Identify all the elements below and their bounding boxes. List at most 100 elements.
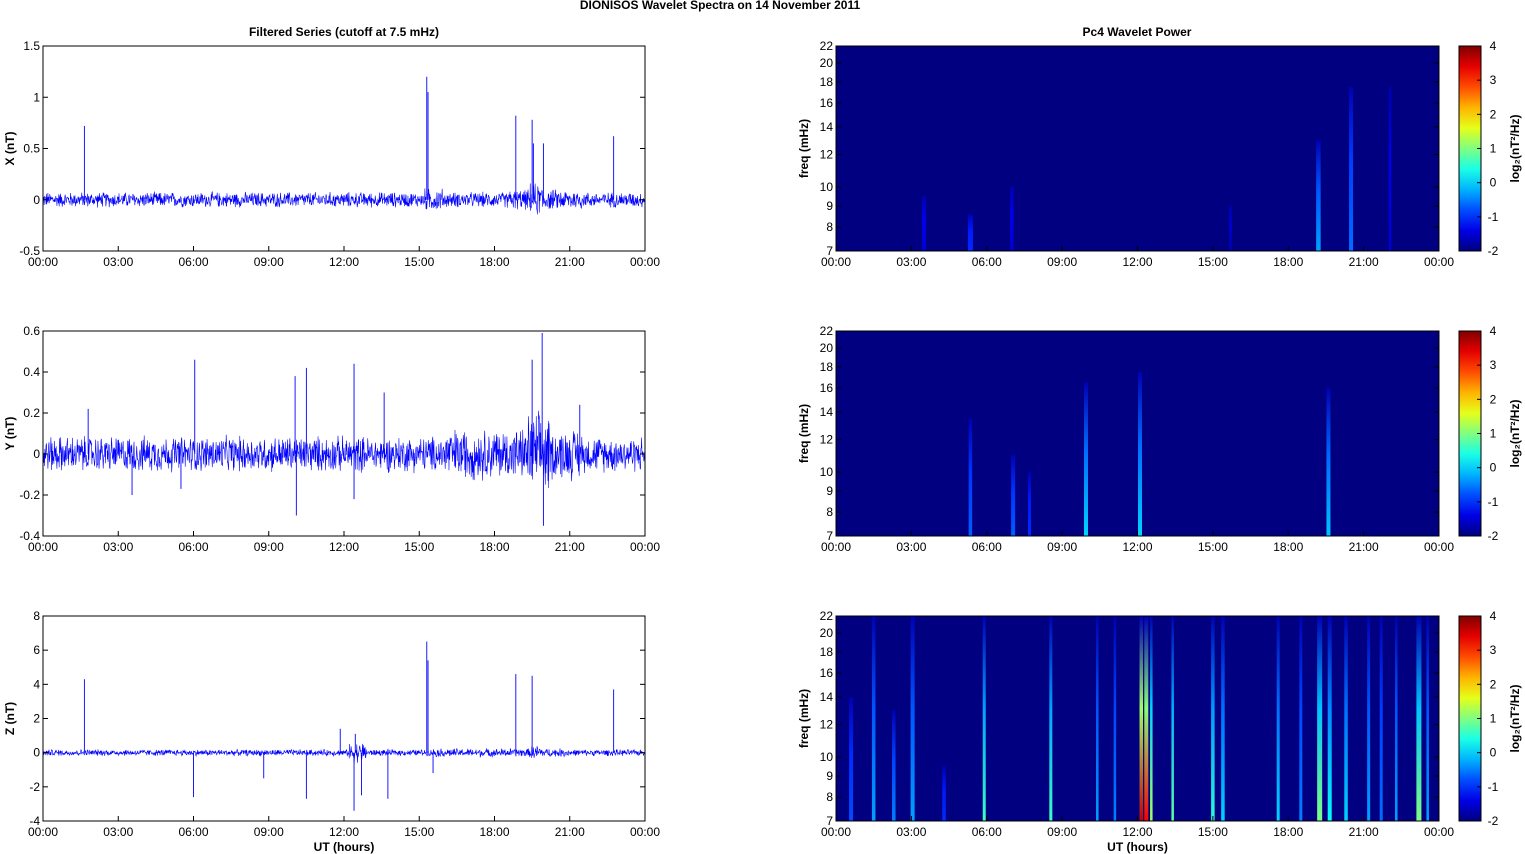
- y-tick-label: 0.5: [23, 142, 40, 156]
- colorbar-tick-label: 4: [1490, 39, 1497, 53]
- y-axis-label: freq (mHz): [797, 119, 811, 178]
- x-tick-label: 00:00: [28, 825, 58, 839]
- x-tick-label: 06:00: [178, 825, 208, 839]
- x-tick-label: 00:00: [821, 540, 851, 554]
- wavelet-power-streak: [1416, 616, 1422, 821]
- wavelet-power-streak: [1367, 616, 1371, 821]
- colorbar-tick-label: 1: [1490, 712, 1497, 726]
- plot-area: [43, 46, 645, 251]
- wavelet-power-streak: [1326, 388, 1331, 536]
- x-tick-label: 00:00: [1424, 540, 1454, 554]
- colorbar-tick-label: 4: [1490, 609, 1497, 623]
- y-tick-label: -2: [29, 780, 40, 794]
- wavelet-power-streak: [1139, 616, 1144, 821]
- x-tick-label: 12:00: [1122, 540, 1152, 554]
- wavelet-power-streak: [1211, 616, 1215, 821]
- series-line: [42, 183, 646, 215]
- x-tick-label: 00:00: [630, 540, 660, 554]
- wavelet-power-streak: [967, 214, 973, 251]
- y-tick-label: 22: [820, 39, 834, 53]
- x-tick-label: 15:00: [1198, 255, 1228, 269]
- y-tick-label: 6: [33, 643, 40, 657]
- y-tick-label: 0.2: [23, 406, 40, 420]
- y-tick-label: 7: [826, 814, 833, 828]
- wavelet-power-streak: [921, 196, 926, 251]
- x-series-panel: -0.5 0 0.5 1 1.5 00:00 03:00 06:00 09:00 12:00 15:…: [3, 39, 660, 269]
- colorbar-label: log₂(nT²/Hz): [1508, 400, 1522, 468]
- x-tick-label: 15:00: [404, 825, 434, 839]
- x-tick-label: 18:00: [1273, 540, 1303, 554]
- y-tick-label: 8: [826, 220, 833, 234]
- x-axis-label: UT (hours): [1107, 840, 1168, 854]
- y-tick-label: 7: [826, 244, 833, 258]
- x-tick-label: 03:00: [896, 540, 926, 554]
- wavelet-power-streak: [1316, 140, 1321, 251]
- colorbar-tick-label: -2: [1488, 244, 1499, 258]
- colorbar-tick-label: 0: [1490, 461, 1497, 475]
- wavelet-power-streak: [1096, 616, 1099, 821]
- colorbar-tick-label: 2: [1490, 392, 1497, 406]
- x-tick-label: 18:00: [479, 255, 509, 269]
- y-tick-label: -0.4: [19, 529, 40, 543]
- x-tick-label: 06:00: [178, 540, 208, 554]
- x-tick-label: 00:00: [821, 825, 851, 839]
- wavelet-power-streak: [1010, 187, 1014, 251]
- wavelet-power-streak: [1379, 616, 1383, 821]
- x-tick-label: 06:00: [972, 540, 1002, 554]
- wavelet-power-streak: [849, 696, 854, 821]
- y-tick-label: 2: [33, 712, 40, 726]
- y-tick-label: 1: [33, 90, 40, 104]
- wavelet-power-streak: [910, 616, 915, 821]
- y-tick-label: 14: [820, 120, 834, 134]
- y-axis-label: Z (nT): [3, 702, 17, 735]
- x-tick-label: 21:00: [1349, 540, 1379, 554]
- x-tick-label: 21:00: [555, 825, 585, 839]
- y-tick-label: 22: [820, 324, 834, 338]
- y-tick-label: 16: [820, 666, 834, 680]
- y-tick-label: 9: [826, 769, 833, 783]
- x-tick-label: 09:00: [254, 825, 284, 839]
- colorbar-tick-label: 3: [1490, 73, 1497, 87]
- wavelet-power-streak: [942, 766, 946, 821]
- wavelet-power-streak: [1349, 86, 1354, 251]
- colorbar: -2 -1 0 1 2 3 4 log₂(nT²/Hz): [1458, 324, 1522, 543]
- colorbar-tick-label: 3: [1490, 358, 1497, 372]
- x-tick-label: 00:00: [28, 540, 58, 554]
- colorbar-label: log₂(nT²/Hz): [1508, 115, 1522, 183]
- y-tick-label: 10: [820, 180, 834, 194]
- wavelet-power-streak: [1221, 616, 1225, 821]
- y-tick-label: 14: [820, 690, 834, 704]
- colorbar-tick-label: 0: [1490, 746, 1497, 760]
- x-tick-label: 00:00: [821, 255, 851, 269]
- wavelet-power-streak: [871, 616, 876, 821]
- y-tick-label: 20: [820, 341, 834, 355]
- x-tick-label: 00:00: [1424, 825, 1454, 839]
- wavelet-power-streak: [1317, 616, 1323, 821]
- x-tick-label: 21:00: [1349, 255, 1379, 269]
- y-tick-label: 0.6: [23, 324, 40, 338]
- wavelet-power-streak: [1113, 616, 1117, 821]
- left-column-title: Filtered Series (cutoff at 7.5 mHz): [249, 25, 439, 39]
- y-tick-label: 0: [33, 193, 40, 207]
- x-tick-label: 21:00: [555, 540, 585, 554]
- x-tick-label: 09:00: [1047, 255, 1077, 269]
- wavelet-power-streak: [1344, 616, 1348, 821]
- y-axis-label: Y (nT): [3, 417, 17, 451]
- wavelet-power-streak: [1027, 472, 1031, 536]
- y-tick-label: 18: [820, 360, 834, 374]
- y-series-panel: -0.4 -0.2 0 0.2 0.4 0.6 00:00 03:00 06:00 09:00 12…: [3, 324, 660, 554]
- plot-area: [43, 331, 645, 536]
- heatmap-background: [836, 616, 1439, 821]
- colorbar-tick-label: -2: [1488, 814, 1499, 828]
- x-tick-label: 00:00: [28, 255, 58, 269]
- y-tick-label: 8: [33, 609, 40, 623]
- wavelet-power-streak: [968, 418, 973, 536]
- colorbar-tick-label: 4: [1490, 324, 1497, 338]
- wavelet-power-streak: [1144, 616, 1149, 821]
- y-tick-label: -4: [29, 814, 40, 828]
- x-tick-label: 12:00: [1122, 825, 1152, 839]
- x-tick-label: 21:00: [1349, 825, 1379, 839]
- heatmap-background: [836, 331, 1439, 536]
- y-tick-label: 12: [820, 148, 834, 162]
